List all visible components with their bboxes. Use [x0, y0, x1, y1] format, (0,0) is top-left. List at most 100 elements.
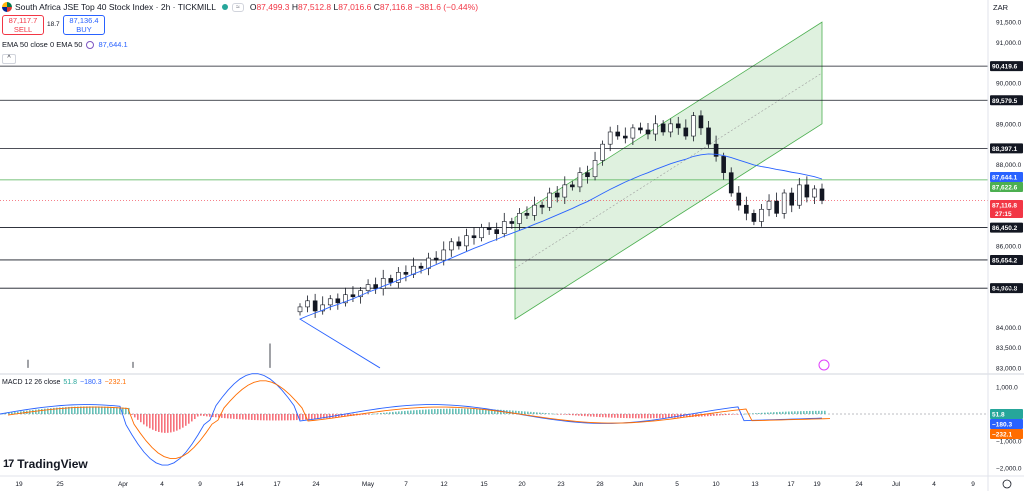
macd-histogram-bar — [311, 414, 313, 420]
level-price-tag — [990, 283, 1023, 294]
macd-histogram-bar — [101, 406, 103, 414]
macd-histogram-bar — [467, 408, 469, 414]
macd-histogram-bar — [170, 414, 172, 433]
macd-histogram-bar — [716, 414, 718, 416]
level-price-label: 88,397.1 — [992, 146, 1018, 153]
compare-button[interactable]: ≈ — [231, 2, 244, 12]
macd-histogram-bar — [410, 410, 412, 414]
macd-histogram-bar — [515, 410, 517, 414]
macd-histogram-bar — [50, 408, 52, 414]
macd-histogram-bar — [572, 414, 574, 416]
macd-histogram-bar — [143, 414, 145, 425]
candle — [343, 287, 348, 307]
macd-line — [0, 373, 823, 466]
macd-histogram-bar — [278, 414, 280, 421]
macd-signal-value: −180.3 — [79, 379, 102, 386]
macd-histogram-bar — [602, 414, 604, 418]
macd-histogram-bar — [539, 412, 541, 414]
macd-histogram-bar — [212, 414, 214, 417]
candle — [736, 186, 742, 211]
currency-label[interactable]: ZAR — [993, 3, 1008, 12]
macd-histogram-bar — [215, 414, 217, 418]
macd-histogram-bar — [263, 414, 265, 421]
tradingview-logo: 17 TradingView — [3, 457, 88, 471]
macd-histogram-bar — [320, 414, 322, 419]
macd-histogram-bar — [545, 413, 547, 414]
macd-histogram-bar — [794, 411, 796, 414]
macd-value-tag — [990, 409, 1023, 419]
time-tick-label: 7 — [404, 481, 408, 488]
symbol-title[interactable]: South Africa JSE Top 40 Stock Index · 2h… — [15, 2, 216, 12]
candle — [524, 206, 530, 220]
macd-histogram-bar — [221, 414, 223, 418]
macd-histogram-bar — [83, 406, 85, 414]
macd-histogram-bar — [446, 408, 448, 414]
collapse-legend-button[interactable]: ^ — [2, 54, 16, 64]
macd-histogram-bar — [158, 414, 160, 432]
candle — [721, 152, 726, 180]
macd-histogram-bar — [722, 414, 724, 416]
macd-histogram-bar — [164, 414, 166, 433]
macd-histogram-bar — [266, 414, 268, 421]
macd-histogram-bar — [65, 407, 67, 414]
macd-histogram-bar — [236, 414, 238, 420]
macd-histogram-bar — [662, 414, 664, 419]
macd-histogram-bar — [575, 414, 577, 416]
macd-histogram-bar — [152, 414, 154, 430]
macd-histogram-bar — [200, 414, 202, 416]
macd-histogram-bar — [86, 406, 88, 414]
time-tick-label: 9 — [971, 481, 975, 488]
candle — [396, 267, 401, 288]
macd-histogram-bar — [44, 408, 46, 414]
macd-histogram-bar — [239, 414, 241, 420]
macd-histogram-bar — [434, 409, 436, 414]
macd-histogram-bar — [89, 406, 91, 414]
ema-price-label: 87,644.1 — [992, 175, 1018, 182]
candle — [706, 120, 711, 148]
macd-histogram-bar — [812, 410, 814, 414]
macd-histogram-bar — [554, 413, 556, 415]
candle — [691, 112, 696, 142]
macd-histogram-bar — [761, 412, 763, 414]
macd-histogram-bar — [329, 414, 331, 419]
macd-histogram-bar — [548, 413, 550, 414]
symbol-header[interactable]: South Africa JSE Top 40 Stock Index · 2h… — [0, 0, 478, 14]
macd-histogram-bar — [119, 407, 121, 414]
macd-histogram-bar — [293, 414, 295, 421]
time-tick-label: 23 — [557, 481, 565, 488]
macd-histogram-bar — [824, 410, 826, 414]
candle — [320, 296, 325, 315]
macd-histogram-bar — [308, 414, 310, 420]
macd-legend[interactable]: MACD 12 26 close 51.8 −180.3 −232.1 — [2, 379, 126, 386]
macd-value: 51.8 — [63, 379, 77, 386]
macd-histogram-bar — [815, 410, 817, 414]
candle — [433, 251, 439, 264]
macd-histogram-bar — [788, 411, 790, 414]
macd-histogram-bar — [233, 414, 235, 419]
macd-histogram-bar — [68, 406, 70, 414]
ema-indicator-legend[interactable]: EMA 50 close 0 EMA 50 87,644.1 — [2, 40, 128, 49]
price-tick-label: 88,000.0 — [996, 162, 1022, 169]
macd-histogram-bar — [104, 406, 106, 414]
sell-button[interactable]: 87,117.7 SELL — [2, 15, 44, 35]
macd-histogram-bar — [791, 411, 793, 414]
macd-histogram-bar — [59, 407, 61, 414]
price-tick-label: 91,500.0 — [996, 20, 1022, 27]
macd-histogram-bar — [488, 409, 490, 414]
macd-histogram-bar — [227, 414, 229, 419]
macd-histogram-bar — [734, 414, 736, 415]
level-price-label: 90,419.6 — [992, 64, 1018, 71]
macd-histogram-bar — [755, 413, 757, 414]
macd-histogram-bar — [497, 409, 499, 414]
macd-histogram-bar — [302, 414, 304, 420]
macd-histogram-bar — [98, 406, 100, 414]
time-tick-label: 20 — [518, 481, 526, 488]
macd-histogram-bar — [155, 414, 157, 432]
candle — [797, 177, 802, 209]
macd-histogram-bar — [41, 408, 43, 414]
buy-button[interactable]: 87,136.4 BUY — [63, 15, 105, 35]
macd-histogram-bar — [35, 409, 37, 414]
settings-icon[interactable] — [86, 40, 95, 49]
macd-histogram-bar — [671, 414, 673, 418]
